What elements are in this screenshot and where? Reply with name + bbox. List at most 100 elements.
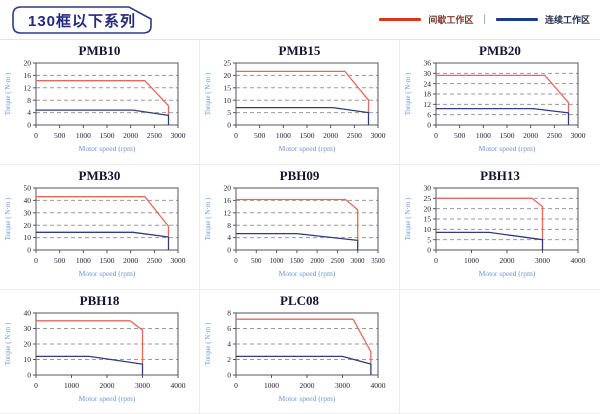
y-tick-label: 10 [224,96,232,105]
x-tick-label: 2000 [500,256,515,265]
torque-speed-chart: 0 500 1000 1500 2000 2500 3000 0 10 20 30 40 50 Motor… [0,184,199,287]
x-tick-label: 1500 [500,131,515,140]
x-tick-label: 3000 [571,131,586,140]
intermittent-line [236,318,372,364]
x-axis-label: Motor speed (rpm) [79,144,136,153]
intermittent-line [36,320,144,365]
continuous-line [36,231,170,250]
y-tick-label: 50 [24,184,32,193]
y-tick-label: 0 [227,371,231,380]
y-tick-label: 30 [424,69,432,78]
x-axis-label: Motor speed (rpm) [279,269,336,278]
chart-cell-pmb20: PMB20 0 500 1000 1500 2000 2500 3000 0 6 12 18 24 30… [400,40,600,165]
y-tick-label: 0 [227,121,231,130]
x-tick-label: 2000 [310,258,324,265]
y-tick-label: 24 [424,79,432,88]
x-tick-label: 1500 [100,131,115,140]
y-tick-label: 12 [24,83,32,92]
torque-speed-plot: 0 500 1000 1500 2000 2500 3000 0 5 10 15 20 25 Motor … [204,59,386,153]
x-tick-label: 500 [54,131,66,140]
x-tick-label: 1000 [276,131,291,140]
y-tick-label: 15 [424,215,432,224]
x-tick-label: 3000 [171,256,186,265]
chart-title: PBH18 [79,293,120,308]
x-tick-label: 3000 [371,131,386,140]
y-tick-label: 15 [224,83,232,92]
x-tick-label: 3000 [171,131,186,140]
y-tick-label: 8 [227,221,231,230]
x-tick-label: 2500 [347,131,362,140]
y-tick-label: 20 [224,71,232,80]
intermittent-line [236,198,359,241]
chart-title: PMB20 [479,43,521,58]
y-axis-label: Torque ( N·m ) [404,72,412,115]
y-tick-label: 30 [24,324,32,333]
x-tick-label: 2500 [547,131,562,140]
x-tick-label: 1500 [100,256,115,265]
x-axis-label: Motor speed (rpm) [79,394,136,403]
y-tick-label: 4 [227,233,231,242]
torque-speed-chart: 0 1000 2000 3000 4000 0 2 4 6 8 Motor speed (rpm) T… [200,309,399,412]
y-tick-label: 0 [427,121,431,130]
empty-cell [400,290,600,414]
x-tick-label: 2000 [123,131,138,140]
x-axis-label: Motor speed (rpm) [479,144,536,153]
y-tick-label: 10 [424,225,432,234]
chart-cell-pbh13: PBH13 0 1000 2000 3000 4000 0 5 10 15 20 25 30 Motor… [400,165,600,290]
y-tick-label: 25 [224,59,232,68]
x-tick-label: 500 [254,131,266,140]
y-tick-label: 0 [27,371,31,380]
y-tick-label: 0 [427,246,431,255]
chart-title: PBH09 [279,168,320,183]
torque-speed-chart: 0 1000 2000 3000 4000 0 5 10 15 20 25 30 Motor speed… [400,184,600,287]
x-tick-label: 3000 [351,258,365,265]
continuous-line [436,107,570,125]
y-axis-label: Torque ( N·m ) [4,197,12,240]
intermittent-line [236,70,370,113]
x-tick-label: 0 [34,131,38,140]
x-tick-label: 2000 [123,256,138,265]
y-tick-label: 20 [424,204,432,213]
intermittent-line [36,196,170,237]
chart-cell-pbh18: PBH18 0 1000 2000 3000 4000 0 10 20 30 40 Motor sp… [0,290,200,414]
chart-grid: PMB10 0 500 1000 1500 2000 2500 3000 0 4 8 12 16 20 M… [0,39,600,414]
torque-speed-plot: 0 500 1000 1500 2000 2500 3000 0 10 20 30 40 50 Motor… [4,184,186,278]
x-tick-label: 2500 [147,131,162,140]
torque-speed-chart: 0 1000 2000 3000 4000 0 10 20 30 40 Motor speed (r… [0,309,199,412]
x-tick-label: 1500 [290,258,304,265]
torque-speed-chart: 0 500 1000 1500 2000 2500 3000 3500 0 4 8 12 16 20 Mot… [200,184,399,287]
x-tick-label: 0 [434,131,438,140]
chart-cell-pmb10: PMB10 0 500 1000 1500 2000 2500 3000 0 4 8 12 16 20 M… [0,40,200,165]
y-tick-label: 36 [424,59,432,68]
continuous-line [36,355,144,375]
y-tick-label: 6 [227,324,231,333]
legend-label-intermittent: 间歇工作区 [428,15,474,25]
torque-speed-chart: 0 500 1000 1500 2000 2500 3000 0 4 8 12 16 20 Motor s… [0,59,199,162]
x-tick-label: 2000 [523,131,538,140]
torque-speed-plot: 0 1000 2000 3000 4000 0 10 20 30 40 Motor speed (r… [4,309,186,403]
y-tick-label: 8 [227,309,231,318]
legend-item-continuous: 连续工作区 [495,13,590,26]
x-tick-label: 2500 [147,256,162,265]
x-axis-label: Motor speed (rpm) [279,394,336,403]
y-tick-label: 18 [424,90,432,99]
x-axis-label: Motor speed (rpm) [279,144,336,153]
y-tick-label: 8 [27,96,31,105]
intermittent-line-swatch [379,18,422,21]
y-tick-label: 0 [27,246,31,255]
chart-title: PMB30 [78,168,121,183]
y-tick-label: 10 [24,355,32,364]
x-tick-label: 2000 [323,131,338,140]
y-tick-label: 30 [24,208,32,217]
y-tick-label: 40 [24,196,32,205]
x-tick-label: 500 [251,258,262,265]
x-tick-label: 1000 [264,381,279,390]
torque-speed-chart: 0 500 1000 1500 2000 2500 3000 0 6 12 18 24 30 36 Moto… [400,59,600,162]
continuous-line-swatch [495,18,538,21]
y-tick-label: 5 [427,235,431,244]
x-tick-label: 1000 [476,131,491,140]
x-tick-label: 1000 [64,381,79,390]
legend-item-intermittent: 间歇工作区 [379,13,473,26]
torque-speed-plot: 0 1000 2000 3000 4000 0 2 4 6 8 Motor speed (rpm) T… [204,309,386,403]
y-tick-label: 25 [424,194,432,203]
